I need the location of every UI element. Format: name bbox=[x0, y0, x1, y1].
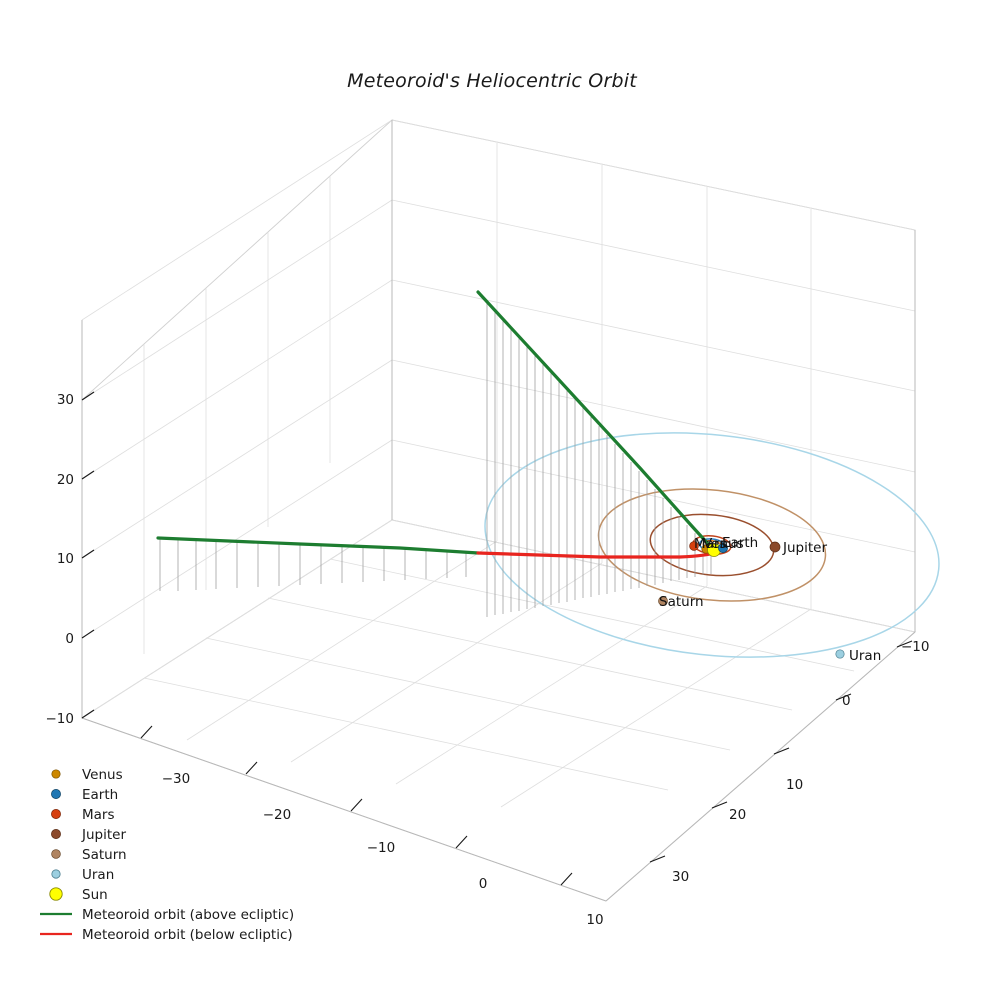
trajectory-droplines bbox=[159, 300, 712, 617]
z-tick-label: 20 bbox=[57, 472, 74, 488]
x-tick-label: 0 bbox=[479, 876, 488, 892]
legend-marker-mars bbox=[51, 809, 61, 819]
label-mars: Mars bbox=[694, 536, 727, 552]
x-tick bbox=[560, 872, 573, 886]
trajectory-above-ecliptic-outbound bbox=[156, 536, 480, 555]
gridline-z bbox=[391, 119, 916, 231]
legend-label-saturn: Saturn bbox=[82, 847, 127, 863]
legend-label-sun: Sun bbox=[82, 887, 108, 903]
marker-uran[interactable] bbox=[835, 649, 845, 659]
gridline-floor-x bbox=[329, 558, 855, 672]
planet-markers bbox=[658, 541, 845, 659]
axes-panes bbox=[80, 118, 916, 902]
orbit-uran bbox=[484, 432, 940, 658]
x-tick bbox=[140, 725, 153, 739]
gridline-z bbox=[81, 439, 393, 639]
label-jupiter: Jupiter bbox=[782, 540, 827, 556]
x-axis-ticks: −30 −20 −10 0 10 bbox=[140, 725, 604, 928]
gridline-z bbox=[391, 519, 916, 633]
gridline-z bbox=[81, 199, 393, 401]
x-axis-spine bbox=[81, 717, 607, 902]
gridline-floor-y bbox=[81, 519, 393, 719]
y-tick bbox=[649, 855, 666, 863]
x-tick-label: −30 bbox=[162, 771, 191, 787]
x-tick-label: −10 bbox=[367, 840, 396, 856]
label-earth: Earth bbox=[722, 535, 758, 551]
gridline-floor-y bbox=[500, 608, 812, 808]
legend-label-mars: Mars bbox=[82, 807, 115, 823]
body-labels: Mars Venus Earth Jupiter Saturn Uran bbox=[659, 535, 881, 664]
legend-label-earth: Earth bbox=[82, 787, 118, 803]
gridlines-right-wall bbox=[391, 119, 916, 633]
y-tick bbox=[835, 693, 852, 701]
page-title: Meteoroid's Heliocentric Orbit bbox=[347, 70, 637, 92]
gridline-z bbox=[391, 279, 916, 392]
label-saturn: Saturn bbox=[659, 594, 704, 610]
gridline-z bbox=[391, 359, 916, 473]
y-axis-ticks: −10 0 10 20 30 bbox=[649, 639, 930, 885]
x-tick bbox=[245, 761, 258, 775]
marker-earth[interactable] bbox=[718, 543, 728, 553]
z-tick bbox=[81, 629, 95, 639]
axis-spines bbox=[81, 120, 916, 902]
gridline-floor-y bbox=[395, 585, 708, 785]
legend-marker-venus bbox=[51, 769, 61, 779]
gridline-z bbox=[81, 119, 393, 321]
y-axis-spine bbox=[605, 631, 916, 902]
gridline-floor-x bbox=[267, 597, 793, 711]
z-tick-label: −10 bbox=[46, 711, 75, 727]
z-tick-label: 0 bbox=[65, 631, 74, 647]
y-tick-label: 20 bbox=[729, 807, 746, 823]
marker-saturn[interactable] bbox=[658, 596, 668, 606]
legend-label-uran: Uran bbox=[82, 867, 114, 883]
gridline-floor-x bbox=[205, 637, 731, 751]
z-tick bbox=[81, 391, 95, 401]
marker-jupiter[interactable] bbox=[769, 541, 781, 553]
label-uran: Uran bbox=[849, 648, 881, 664]
z-axis-ticks: −10 0 10 20 30 bbox=[46, 391, 95, 727]
legend-marker-sun bbox=[49, 887, 63, 901]
gridline-z bbox=[391, 439, 916, 553]
x-tick-label: 10 bbox=[586, 912, 603, 928]
legend-label-above-ecliptic: Meteoroid orbit (above ecliptic) bbox=[82, 907, 294, 923]
legend-marker-saturn bbox=[51, 849, 61, 859]
y-tick bbox=[711, 801, 728, 809]
legend-marker-earth bbox=[51, 789, 61, 799]
z-tick bbox=[81, 470, 95, 480]
x-tick-label: −20 bbox=[263, 807, 292, 823]
gridline-floor-y bbox=[186, 540, 498, 741]
z-tick bbox=[81, 549, 95, 559]
gridline-floor-x bbox=[143, 677, 669, 791]
marker-mars[interactable] bbox=[689, 541, 699, 551]
gridline-z bbox=[81, 279, 393, 480]
legend-marker-jupiter bbox=[51, 829, 61, 839]
gridline-floor-y bbox=[290, 562, 603, 763]
label-venus: Venus bbox=[703, 536, 744, 552]
y-tick-label: 0 bbox=[842, 693, 851, 709]
y-tick bbox=[773, 747, 790, 755]
legend-label-jupiter: Jupiter bbox=[81, 827, 126, 843]
legend: Venus Earth Mars Jupiter Saturn Uran Sun… bbox=[40, 767, 294, 943]
z-tick-label: 10 bbox=[57, 551, 74, 567]
z-tick-label: 30 bbox=[57, 392, 74, 408]
legend-marker-uran bbox=[51, 869, 61, 879]
x-tick bbox=[455, 835, 468, 849]
x-tick bbox=[350, 798, 363, 812]
y-tick-label: 10 bbox=[786, 777, 803, 793]
y-tick-label: 30 bbox=[672, 869, 689, 885]
legend-label-venus: Venus bbox=[82, 767, 123, 783]
y-tick bbox=[896, 640, 913, 648]
z-tick bbox=[81, 709, 95, 719]
gridline-z bbox=[391, 199, 916, 312]
y-tick-label: −10 bbox=[901, 639, 930, 655]
legend-label-below-ecliptic: Meteoroid orbit (below ecliptic) bbox=[82, 927, 293, 943]
gridline-z bbox=[81, 359, 393, 559]
